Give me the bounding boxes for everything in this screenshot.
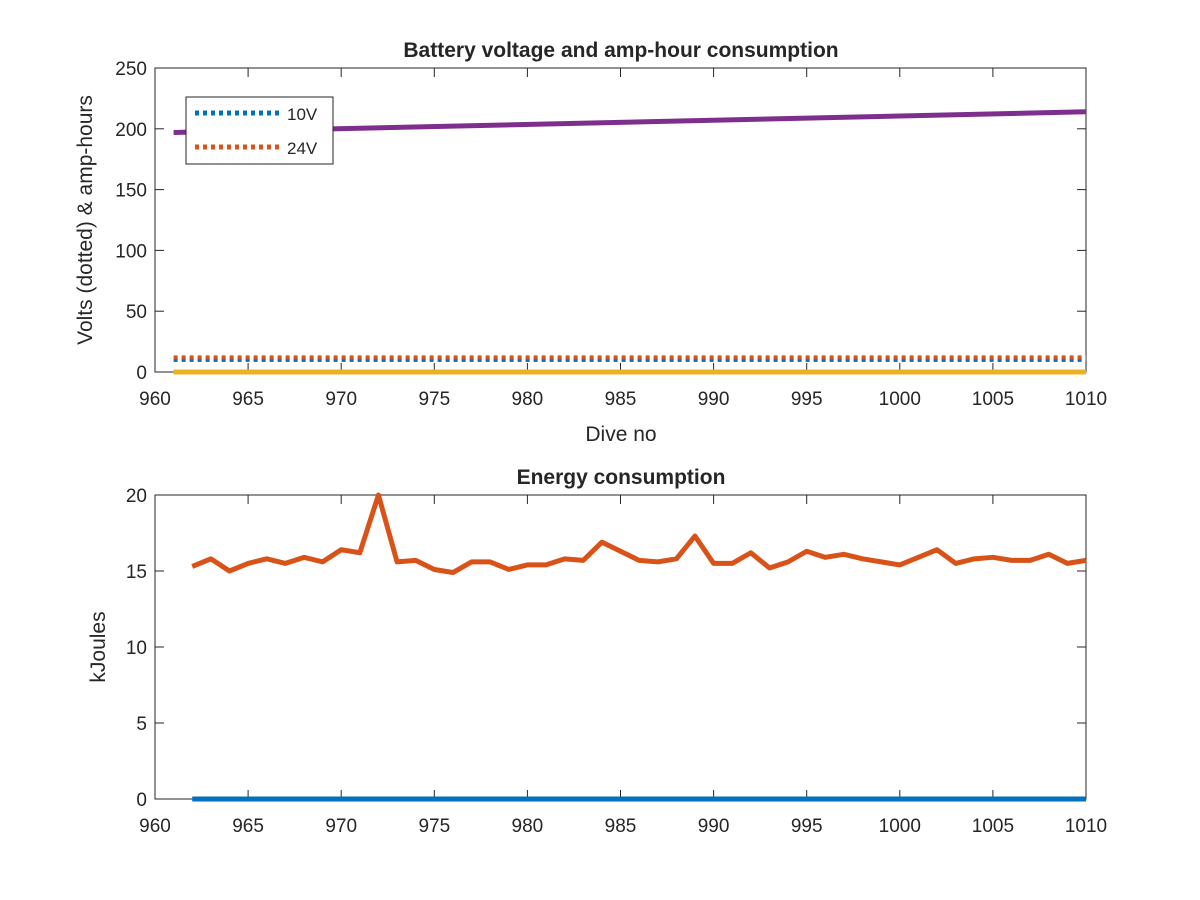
y-tick-label: 200	[115, 120, 147, 141]
y-tick-label: 0	[136, 790, 147, 811]
chart-title-energy: Energy consumption	[517, 466, 726, 489]
x-tick-label: 980	[512, 816, 544, 837]
series-energy-line	[191, 492, 1087, 576]
y-tick-label: 50	[126, 302, 147, 323]
x-tick-label: 995	[791, 389, 823, 410]
x-tick-label: 1005	[972, 389, 1014, 410]
x-tick-label: 970	[325, 389, 357, 410]
y-tick-label: 250	[115, 59, 147, 80]
y-axis-label-energy: kJoules	[87, 611, 110, 682]
x-tick-label: 1010	[1065, 389, 1107, 410]
x-tick-label: 1010	[1065, 816, 1107, 837]
x-tick-label: 990	[698, 389, 730, 410]
x-tick-label: 980	[512, 389, 544, 410]
legend-label-10v: 10V	[287, 105, 318, 124]
x-tick-label: 990	[698, 816, 730, 837]
x-tick-label: 960	[139, 389, 171, 410]
legend-box	[185, 96, 334, 165]
tick-group-battery: 960 965 970 975 980 985 990 995 1000 1005 1010 0 50 1…	[115, 59, 1107, 410]
y-tick-label: 0	[136, 363, 147, 384]
subplot-battery: Battery voltage and amp-hour consumption…	[74, 39, 1107, 446]
y-axis-label-battery: Volts (dotted) & amp-hours	[74, 95, 97, 345]
y-tick-label: 5	[136, 714, 147, 735]
series-group-energy	[191, 492, 1087, 802]
plot-area-energy	[154, 494, 1087, 800]
tick-group-energy: 960 965 970 975 980 985 990 995 1000 1005 1010 0 5 10…	[126, 486, 1107, 837]
y-tick-label: 20	[126, 486, 147, 507]
y-tick-label: 100	[115, 241, 147, 262]
chart-title-battery: Battery voltage and amp-hour consumption	[403, 39, 838, 62]
x-tick-label: 975	[418, 389, 450, 410]
legend-battery: 10V 24V	[185, 96, 334, 165]
y-tick-label: 10	[126, 638, 147, 659]
legend-label-24v: 24V	[287, 139, 318, 158]
subplot-energy: Energy consumption 960 965 970 975 980 985 990…	[87, 466, 1107, 837]
x-tick-label: 995	[791, 816, 823, 837]
x-tick-label: 985	[605, 389, 637, 410]
x-tick-label: 975	[418, 816, 450, 837]
x-axis-label-battery: Dive no	[585, 423, 656, 446]
x-tick-label: 1000	[879, 389, 921, 410]
x-tick-label: 965	[232, 816, 264, 837]
y-tick-label: 150	[115, 181, 147, 202]
x-tick-label: 960	[139, 816, 171, 837]
y-tick-label: 15	[126, 562, 147, 583]
x-tick-label: 965	[232, 389, 264, 410]
x-tick-label: 970	[325, 816, 357, 837]
x-tick-label: 985	[605, 816, 637, 837]
x-tick-label: 1000	[879, 816, 921, 837]
x-tick-label: 1005	[972, 816, 1014, 837]
